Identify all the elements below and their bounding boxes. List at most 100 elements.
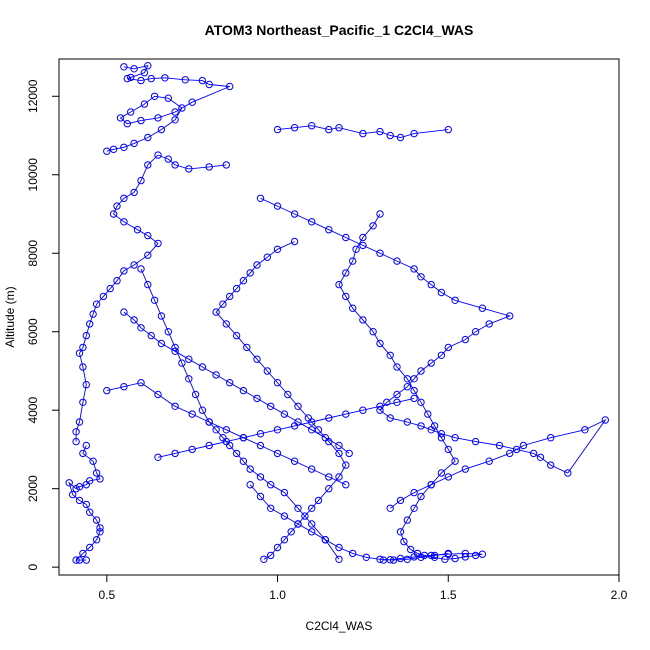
- y-tick-label: 4000: [26, 397, 40, 424]
- data-point: [301, 512, 309, 520]
- data-point: [359, 129, 367, 138]
- data-point: [342, 461, 350, 469]
- data-point: [393, 398, 401, 406]
- data-point: [171, 402, 179, 410]
- data-point: [325, 485, 333, 493]
- data-point: [441, 555, 449, 563]
- data-point: [103, 147, 111, 155]
- data-point: [290, 422, 299, 430]
- data-point: [205, 441, 213, 450]
- data-point: [92, 516, 101, 524]
- data-point: [352, 245, 360, 254]
- data-point: [294, 402, 302, 410]
- data-point: [263, 253, 271, 261]
- data-point: [72, 556, 80, 564]
- data-point: [485, 320, 493, 328]
- series-line: [338, 213, 483, 561]
- data-point: [290, 124, 299, 132]
- data-point: [273, 202, 282, 210]
- data-point: [393, 257, 401, 265]
- data-point: [430, 422, 439, 430]
- data-point: [342, 269, 350, 277]
- data-point: [82, 500, 91, 509]
- data-point: [144, 251, 152, 259]
- data-point: [273, 125, 282, 134]
- data-point: [120, 267, 128, 275]
- data-point: [144, 231, 152, 240]
- data-point: [171, 161, 179, 169]
- data-point: [120, 218, 128, 226]
- data-point: [383, 398, 391, 406]
- data-point: [403, 383, 411, 391]
- data-point: [188, 410, 196, 418]
- data-point: [86, 543, 94, 552]
- data-point: [417, 273, 425, 281]
- series-line: [75, 154, 227, 442]
- data-point: [386, 351, 394, 359]
- data-point: [75, 418, 84, 426]
- data-point: [376, 406, 384, 414]
- data-point: [325, 473, 333, 481]
- data-point: [444, 549, 452, 558]
- data-point: [512, 445, 521, 454]
- data-point: [287, 528, 295, 536]
- data-point: [349, 549, 357, 558]
- data-point: [198, 363, 207, 371]
- data-point: [267, 551, 275, 560]
- data-point: [362, 553, 370, 561]
- data-point: [137, 76, 145, 85]
- data-point: [89, 310, 97, 318]
- data-point: [123, 74, 132, 83]
- data-point: [280, 536, 289, 544]
- data-point: [547, 461, 555, 469]
- data-point: [232, 449, 241, 458]
- data-point: [581, 426, 589, 434]
- series-line: [260, 197, 607, 509]
- data-point: [130, 188, 138, 197]
- data-point: [222, 320, 231, 328]
- series-line: [215, 241, 347, 560]
- data-point: [403, 555, 411, 563]
- data-point: [410, 504, 418, 512]
- data-point: [314, 496, 323, 505]
- y-tick-label: 12000: [26, 79, 40, 113]
- data-point: [120, 308, 128, 316]
- data-point: [529, 449, 538, 458]
- data-point: [150, 296, 159, 304]
- data-point: [72, 428, 80, 436]
- data-point: [403, 516, 411, 524]
- data-point: [451, 554, 459, 563]
- data-point: [451, 434, 459, 442]
- data-point: [335, 449, 343, 458]
- data-point: [144, 161, 152, 169]
- data-point: [243, 343, 251, 352]
- data-point: [154, 239, 162, 248]
- data-point: [72, 437, 80, 446]
- data-point: [96, 524, 104, 532]
- data-point: [359, 406, 367, 414]
- data-point: [325, 125, 333, 134]
- data-point: [171, 449, 179, 458]
- data-point: [130, 139, 138, 148]
- data-point: [284, 390, 292, 399]
- data-point: [280, 488, 289, 497]
- data-point: [161, 74, 169, 82]
- data-point: [185, 355, 193, 363]
- data-point: [185, 375, 193, 383]
- data-point: [116, 114, 125, 122]
- data-point: [349, 304, 357, 312]
- data-point: [205, 163, 213, 171]
- data-point: [386, 131, 394, 140]
- data-point: [335, 543, 343, 552]
- data-point: [506, 449, 514, 458]
- data-point: [506, 312, 514, 320]
- series-line: [106, 382, 346, 486]
- data-point: [308, 122, 316, 130]
- data-point: [178, 359, 186, 367]
- data-point: [290, 237, 299, 246]
- data-point: [393, 363, 401, 371]
- data-point: [359, 233, 367, 242]
- plot-area-frame: [58, 58, 620, 576]
- data-point: [471, 437, 480, 446]
- data-point: [410, 394, 418, 403]
